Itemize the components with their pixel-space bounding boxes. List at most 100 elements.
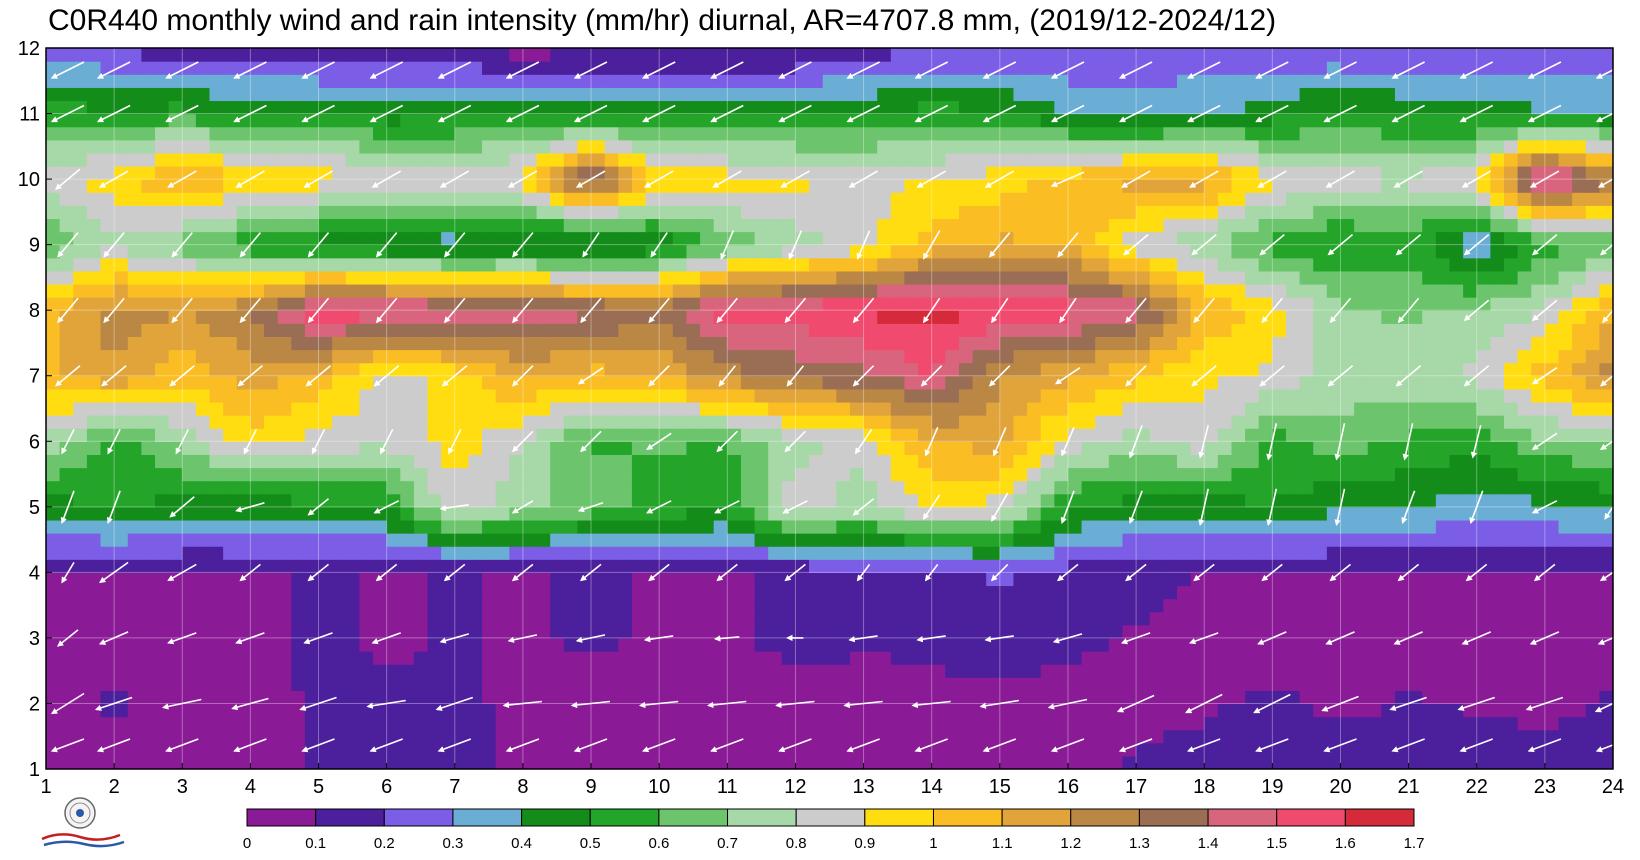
heatmap-cell — [114, 598, 129, 613]
heatmap-cell — [1204, 244, 1219, 259]
heatmap-cell — [591, 283, 606, 298]
heatmap-cell — [1449, 231, 1464, 246]
heatmap-cell — [86, 546, 102, 560]
heatmap-cell — [686, 533, 701, 547]
heatmap-cell — [195, 428, 211, 442]
heatmap-cell — [427, 703, 442, 718]
heatmap-cell — [1095, 677, 1110, 691]
heatmap-cell — [1217, 310, 1233, 324]
heatmap-cell — [1381, 559, 1396, 573]
heatmap-cell — [1108, 428, 1124, 442]
heatmap-cell — [1572, 755, 1587, 769]
heatmap-cell — [877, 218, 892, 233]
heatmap-cell — [1408, 585, 1423, 600]
heatmap-cell — [958, 559, 974, 573]
heatmap-cell — [1040, 742, 1055, 757]
heatmap-cell — [468, 506, 483, 521]
heatmap-cell — [1231, 664, 1246, 678]
heatmap-cell — [849, 480, 865, 495]
heatmap-cell — [754, 428, 769, 442]
heatmap-cell — [195, 441, 211, 455]
heatmap-cell — [1013, 664, 1028, 678]
heatmap-cell — [250, 703, 265, 718]
heatmap-cell — [700, 572, 715, 587]
heatmap-cell — [795, 375, 810, 390]
heatmap-cell — [1476, 270, 1491, 285]
heatmap-cell — [1367, 349, 1382, 364]
heatmap-cell — [236, 205, 251, 220]
heatmap-cell — [1585, 572, 1600, 587]
heatmap-cell — [754, 559, 769, 573]
heatmap-cell — [1558, 310, 1573, 324]
heatmap-cell — [413, 598, 429, 613]
heatmap-cell — [1490, 362, 1505, 377]
heatmap-cell — [672, 506, 688, 521]
heatmap-cell — [863, 572, 878, 587]
heatmap-cell — [373, 480, 388, 495]
heatmap-cell — [986, 611, 1001, 626]
heatmap-cell — [195, 559, 211, 573]
heatmap-cell — [182, 624, 197, 639]
heatmap-cell — [345, 375, 360, 390]
heatmap-cell — [413, 729, 429, 744]
heatmap-cell — [1272, 480, 1287, 495]
heatmap-cell — [1340, 703, 1355, 718]
heatmap-cell — [182, 716, 197, 731]
heatmap-cell — [1340, 664, 1355, 678]
heatmap-cell — [1544, 598, 1560, 613]
heatmap-cell — [536, 493, 551, 508]
heatmap-cell — [1394, 729, 1410, 744]
heatmap-cell — [223, 651, 238, 665]
heatmap-cell — [127, 519, 142, 534]
heatmap-cell — [73, 283, 88, 298]
heatmap-cell — [863, 729, 878, 744]
heatmap-cell — [468, 205, 483, 220]
heatmap-cell — [618, 637, 633, 652]
heatmap-cell — [141, 270, 156, 285]
heatmap-cell — [182, 270, 197, 285]
heatmap-cell — [427, 677, 442, 691]
heatmap-cell — [1558, 415, 1573, 429]
heatmap-cell — [332, 231, 347, 246]
heatmap-cell — [591, 506, 606, 521]
heatmap-cell — [1299, 598, 1314, 613]
heatmap-cell — [1367, 611, 1382, 626]
heatmap-cell — [400, 218, 415, 233]
heatmap-cell — [168, 729, 183, 744]
heatmap-cell — [522, 742, 538, 757]
heatmap-cell — [904, 283, 919, 298]
heatmap-cell — [727, 388, 742, 403]
heatmap-cell — [1217, 205, 1233, 220]
heatmap-cell — [304, 349, 320, 364]
heatmap-cell — [236, 428, 251, 442]
heatmap-cell — [1285, 270, 1301, 285]
heatmap-cell — [264, 690, 279, 705]
heatmap-cell — [563, 559, 579, 573]
heatmap-cell — [413, 218, 429, 233]
heatmap-cell — [1599, 323, 1613, 337]
heatmap-cell — [1054, 388, 1069, 403]
heatmap-cell — [1027, 388, 1042, 403]
heatmap-cell — [958, 257, 974, 272]
heatmap-cell — [563, 415, 579, 429]
heatmap-cell — [1190, 585, 1205, 600]
heatmap-cell — [1108, 533, 1124, 547]
heatmap-cell — [1599, 349, 1613, 364]
heatmap-cell — [386, 493, 401, 508]
heatmap-cell — [536, 467, 551, 482]
heatmap-cell — [1503, 205, 1519, 220]
heatmap-cell — [1040, 270, 1055, 285]
heatmap-cell — [1108, 375, 1124, 390]
heatmap-cell — [345, 244, 360, 259]
heatmap-cell — [1517, 519, 1532, 534]
heatmap-cell — [945, 441, 960, 455]
heatmap-cell — [1081, 519, 1096, 534]
heatmap-cell — [1122, 283, 1137, 298]
heatmap-cell — [1163, 703, 1178, 718]
heatmap-cell — [999, 755, 1015, 769]
heatmap-cell — [155, 310, 170, 324]
heatmap-cell — [1176, 441, 1192, 455]
heatmap-cell — [591, 546, 606, 560]
heatmap-cell — [1558, 244, 1573, 259]
heatmap-cell — [550, 506, 565, 521]
